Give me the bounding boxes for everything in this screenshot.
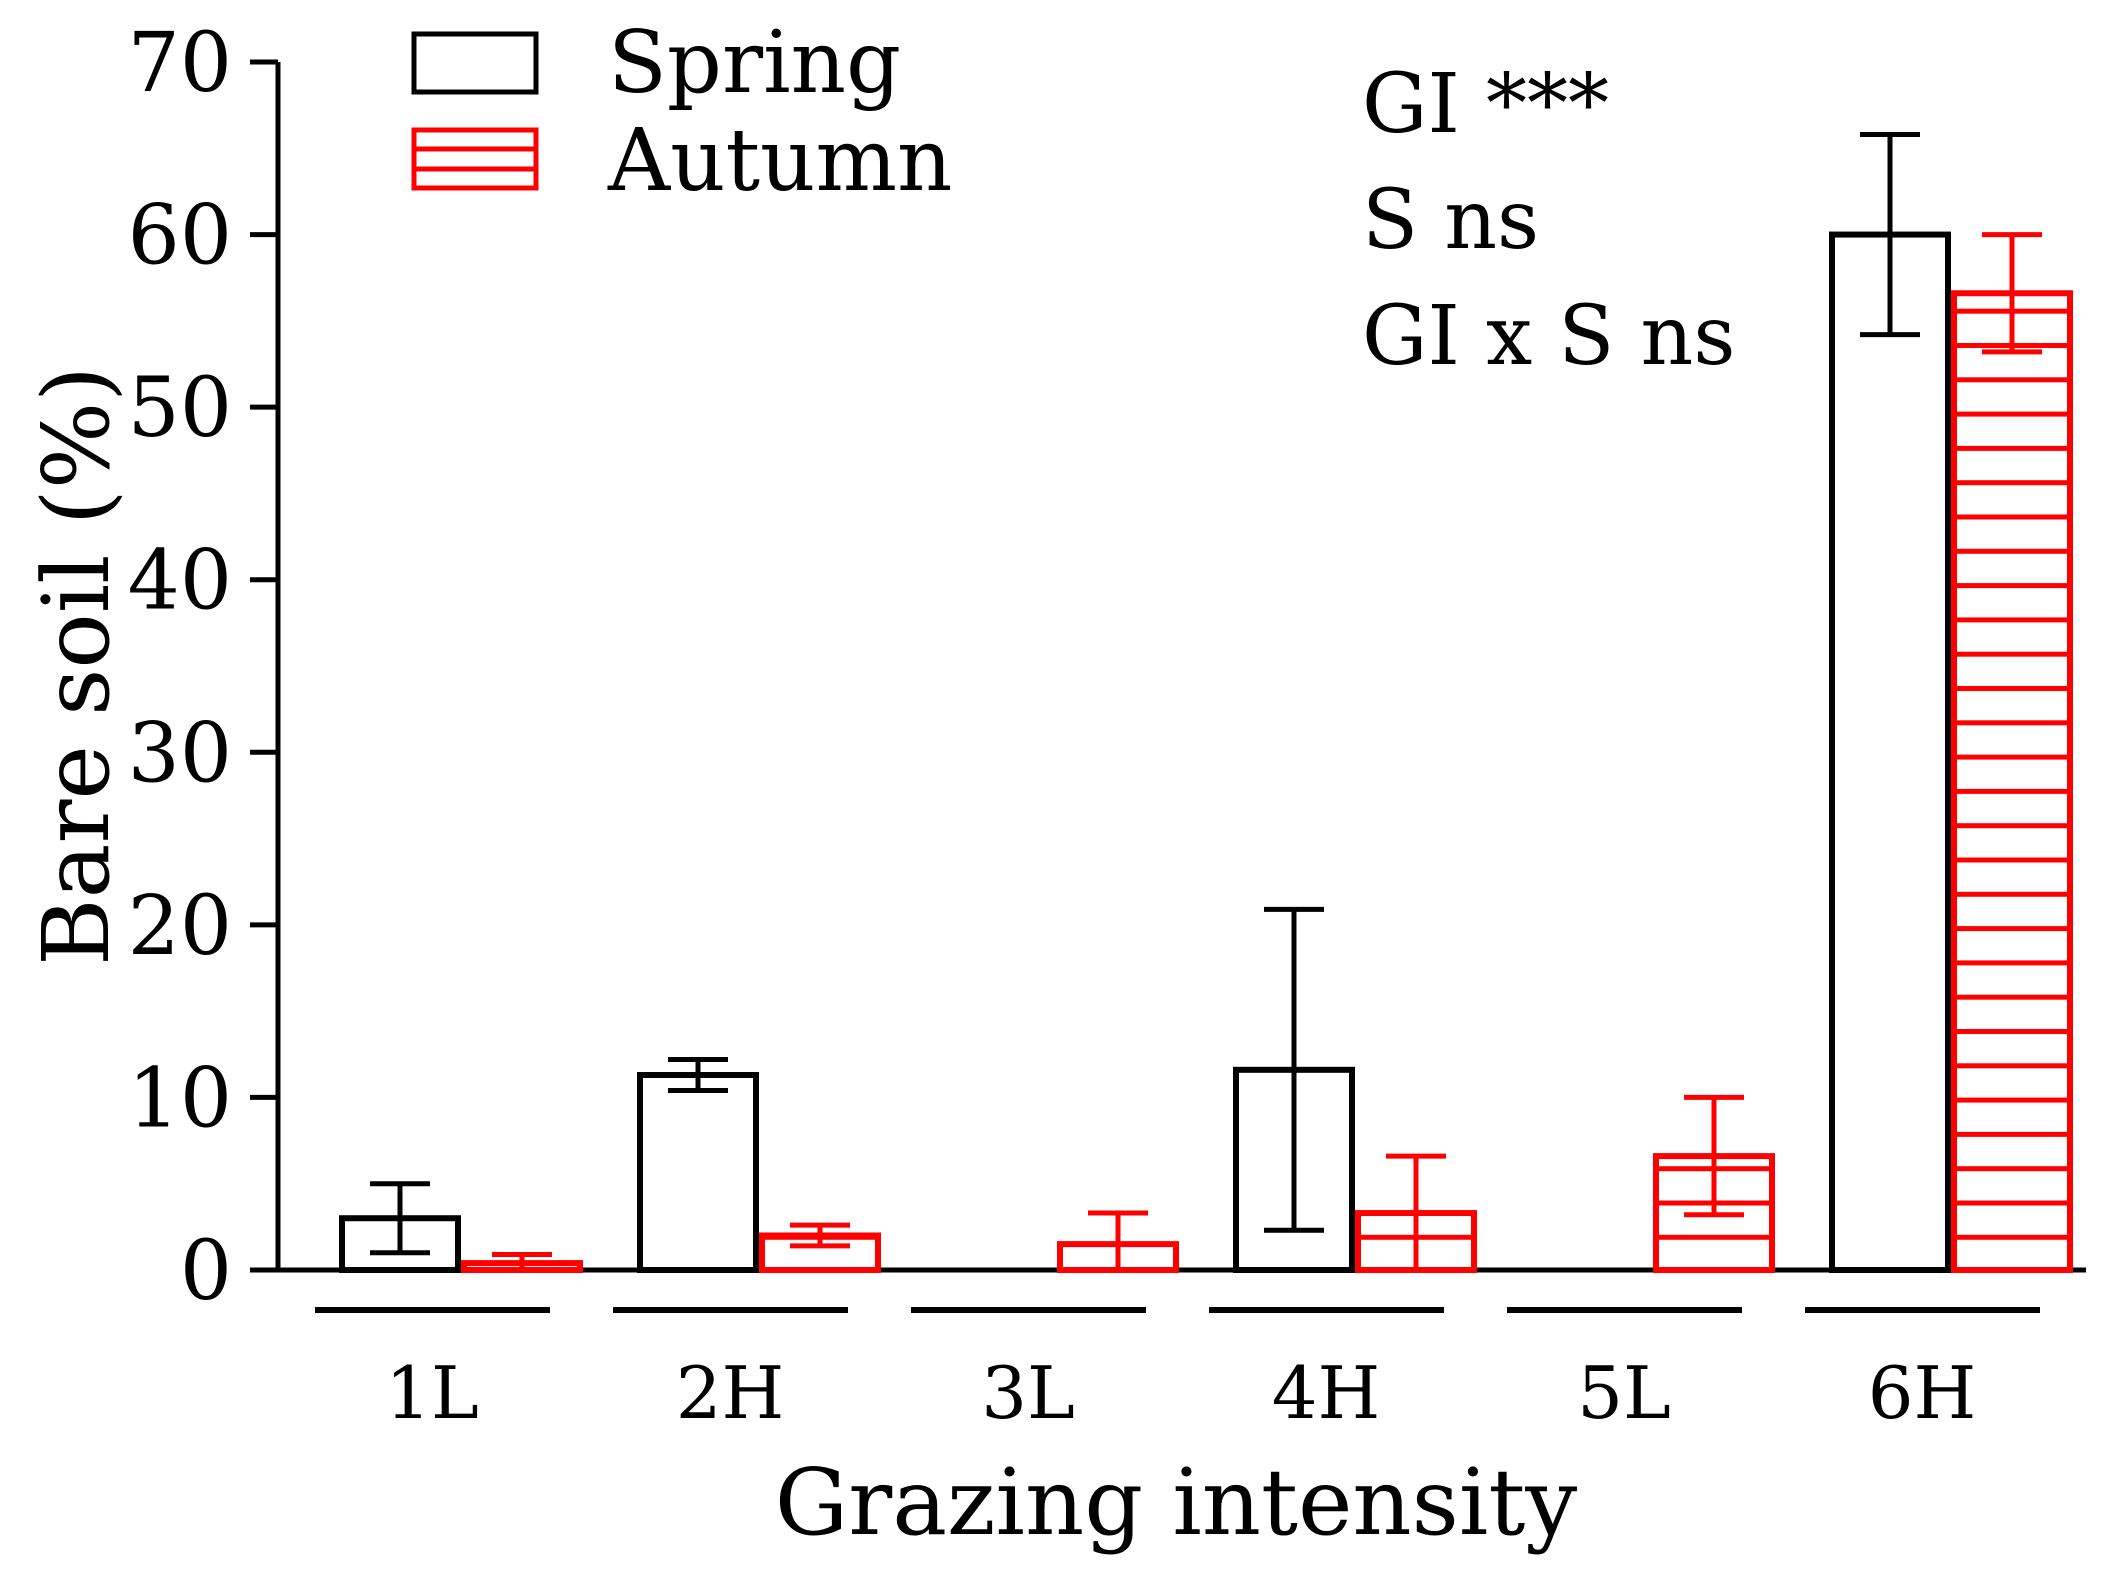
category-label: 6H [1868,1351,1977,1435]
annotation-s: S ns [1362,173,1539,268]
y-ticks: 0 10 20 30 40 50 60 70 [128,16,278,1319]
category-label: 3L [981,1351,1075,1435]
y-tick-label: 70 [128,16,232,111]
legend-swatch-spring [411,31,539,95]
y-tick-label: 40 [128,534,232,629]
statistics-annotations: GI *** S ns GI x S ns [1362,57,1735,384]
category-labels: 1L 2H 3L 4H 5L 6H [385,1351,1976,1435]
spring-bar [1829,231,1951,1274]
axes: 0 10 20 30 40 50 60 70 1L 2H 3L 4H 5L 6H [128,16,2086,1435]
y-tick-label: 0 [180,1224,232,1319]
bars [339,231,2073,1274]
x-axis-title: Grazing intensity [775,1449,1578,1556]
annotation-gi-x-s: GI x S ns [1362,289,1735,384]
legend: Spring Autumn [411,13,952,211]
y-axis-title: Bare soil (%) [23,366,130,966]
y-tick-label: 50 [128,361,232,456]
y-tick-label: 20 [128,879,232,974]
category-label: 2H [676,1351,785,1435]
legend-swatch-autumn [411,127,539,191]
legend-label-spring: Spring [608,13,901,113]
annotation-gi: GI *** [1362,57,1609,152]
y-tick-label: 60 [128,189,232,284]
spring-bar [637,1071,759,1273]
legend-label-autumn: Autumn [607,111,952,211]
error-bars [370,131,2042,1273]
y-tick-label: 10 [128,1051,232,1146]
autumn-bar [1951,290,2073,1273]
legend-item-spring: Spring [411,13,901,113]
category-label: 4H [1272,1351,1381,1435]
category-label: 1L [385,1351,479,1435]
y-tick-label: 30 [128,706,232,801]
category-label: 5L [1577,1351,1671,1435]
legend-item-autumn: Autumn [411,111,952,211]
